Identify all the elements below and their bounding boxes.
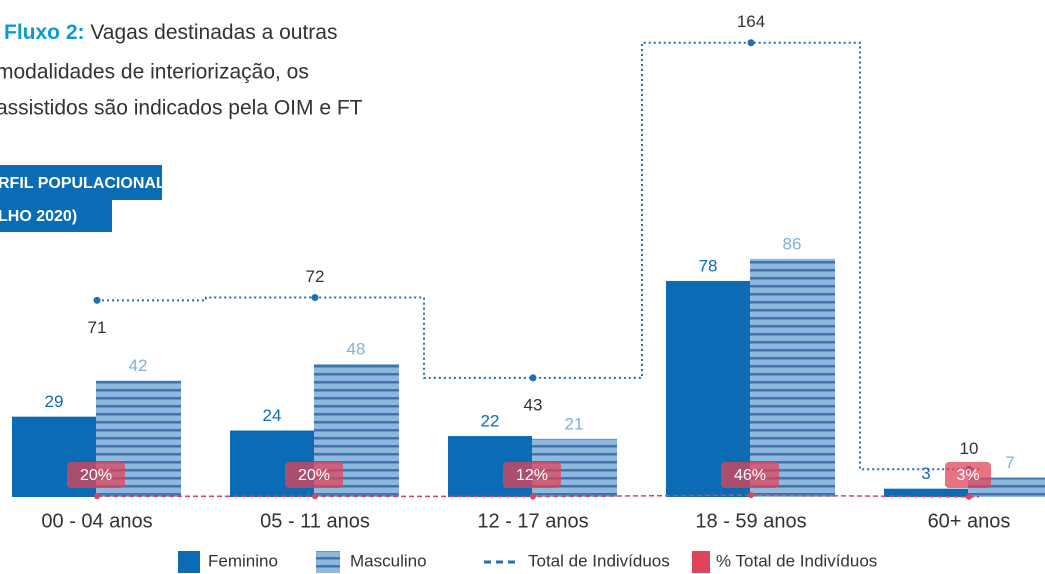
- pct-point: [312, 493, 318, 500]
- x-tick-label: 05 - 11 anos: [260, 510, 370, 532]
- intro-lead: Fluxo 2:: [4, 21, 85, 44]
- pct-point: [94, 493, 100, 500]
- pct-point: [530, 493, 536, 500]
- legend-swatch: [316, 551, 340, 573]
- pct-label: 20%: [80, 467, 112, 484]
- total-label: 72: [306, 267, 325, 286]
- legend-swatch: [178, 551, 200, 573]
- total-label: 71: [88, 318, 107, 337]
- legend-label: % Total de Indivíduos: [716, 551, 877, 570]
- total-point: [529, 374, 537, 382]
- value-label: 24: [263, 406, 282, 425]
- intro-line: assistidos são indicados pela OIM e FT: [0, 97, 363, 120]
- x-tick-label: 12 - 17 anos: [477, 510, 588, 532]
- total-line: [97, 41, 981, 471]
- badge-bg: [0, 165, 162, 200]
- value-label: 42: [129, 356, 148, 375]
- total-point: [311, 294, 319, 302]
- bar-feminino: [884, 488, 968, 497]
- pct-label: 3%: [956, 467, 979, 484]
- badge-text: RFIL POPULACIONAL: [0, 175, 166, 192]
- pct-label: 46%: [734, 467, 766, 484]
- pct-label: 12%: [516, 467, 548, 484]
- intro-line: modalidades de interiorização, os: [0, 61, 309, 84]
- value-label: 7: [1005, 453, 1014, 472]
- value-label: 3: [921, 464, 930, 483]
- bar-feminino: [666, 280, 750, 497]
- total-point: [747, 39, 755, 47]
- x-tick-label: 18 - 59 anos: [695, 510, 806, 532]
- pct-label-bg: [503, 462, 561, 488]
- pct-label-bg: [945, 462, 991, 488]
- total-label: 164: [737, 12, 765, 31]
- x-tick-label: 60+ anos: [928, 510, 1011, 532]
- pct-label-bg: [721, 462, 779, 488]
- legend-label: Feminino: [208, 551, 278, 570]
- total-label: 43: [524, 395, 543, 414]
- pct-point: [748, 492, 754, 499]
- intro-text: Fluxo 2: Vagas destinadas a outras: [4, 21, 337, 44]
- total-point: [93, 296, 101, 304]
- pct-label-bg: [67, 462, 125, 488]
- value-label: 48: [347, 340, 366, 359]
- legend-label: Masculino: [350, 551, 427, 570]
- bar-masculino: [750, 258, 835, 497]
- value-label: 86: [783, 234, 802, 253]
- x-tick-label: 00 - 04 anos: [41, 510, 152, 532]
- total-label: 10: [960, 439, 979, 458]
- legend-label: Total de Indivíduos: [528, 551, 670, 570]
- intro-line: Vagas destinadas a outras: [90, 21, 337, 44]
- pct-label: 20%: [298, 467, 330, 484]
- value-label: 22: [481, 412, 500, 431]
- badge-text: LHO 2020): [0, 208, 77, 225]
- value-label: 29: [45, 392, 64, 411]
- pct-point: [966, 493, 972, 500]
- value-label: 78: [699, 256, 718, 275]
- value-label: 21: [565, 414, 584, 433]
- pct-label-bg: [285, 462, 343, 488]
- badge-bg: [0, 200, 112, 232]
- legend-swatch: [692, 551, 710, 573]
